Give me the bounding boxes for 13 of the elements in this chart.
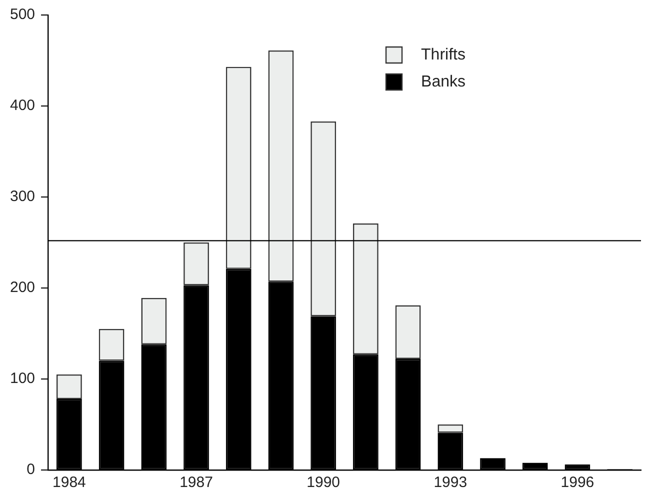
legend-label: Banks	[421, 73, 466, 90]
legend-label: Thrifts	[421, 46, 466, 64]
y-tick-label: 100	[10, 370, 36, 388]
y-tick-label: 400	[10, 97, 36, 114]
x-tick-label: 1990	[306, 474, 340, 492]
x-tick-label: 1996	[560, 474, 594, 492]
y-tick-label: 500	[10, 6, 36, 24]
y-tick-label: 200	[10, 279, 36, 296]
y-tick-label: 0	[26, 461, 36, 478]
x-tick-label: 1987	[180, 474, 213, 492]
x-tick-label: 1993	[434, 474, 468, 492]
y-tick-label: 300	[10, 188, 36, 206]
x-tick-label: 1984	[52, 474, 86, 492]
